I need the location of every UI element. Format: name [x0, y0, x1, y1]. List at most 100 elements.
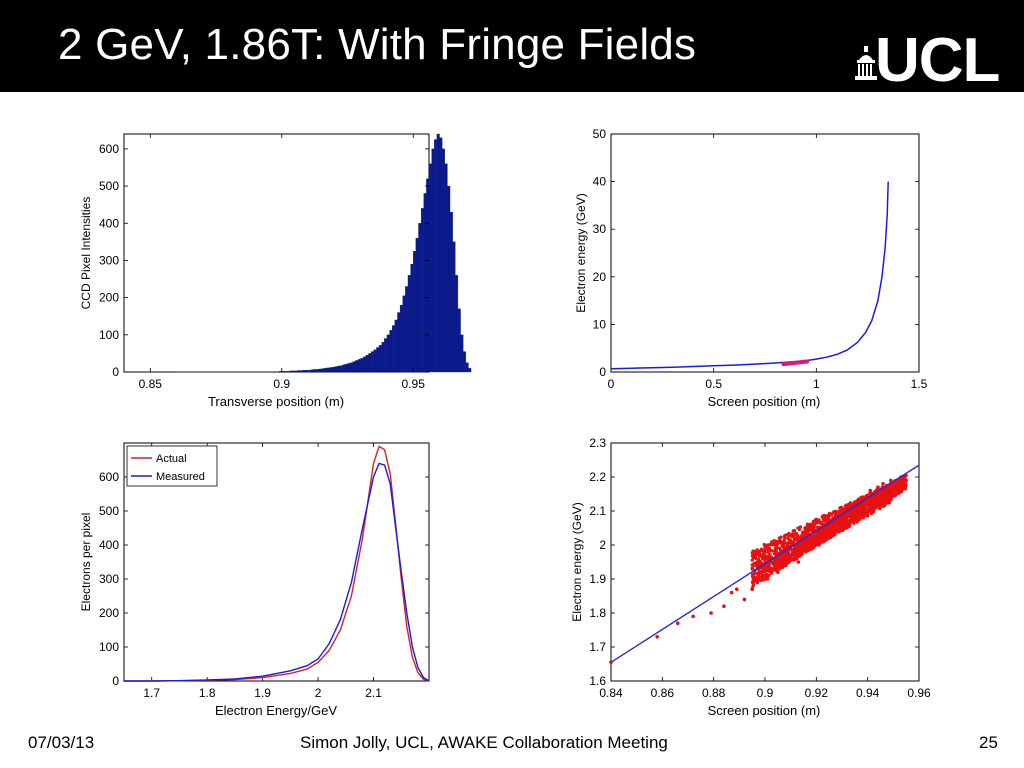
electrons-series [124, 445, 430, 682]
y-tick-label: 200 [99, 606, 119, 620]
scatter-point [813, 540, 817, 545]
scatter-point [861, 502, 865, 506]
scatter-point [798, 552, 802, 556]
scatter-point [754, 551, 758, 556]
scatter-point [775, 546, 780, 550]
scatter-point [864, 495, 869, 499]
plot-frame [610, 442, 920, 682]
scatter-point [856, 507, 860, 511]
scatter-point [769, 566, 773, 570]
scatter-point [856, 505, 860, 509]
scatter-point [857, 497, 861, 501]
scatter-point [824, 538, 828, 542]
scatter-point [800, 538, 804, 542]
scatter-point [775, 555, 779, 559]
histogram-bar [321, 368, 324, 373]
scatter-point [869, 501, 874, 505]
scatter-point [843, 526, 847, 530]
scatter-point [861, 496, 865, 500]
scatter-point [808, 522, 813, 526]
scatter-point [882, 499, 886, 503]
scatter-point [844, 525, 848, 529]
scatter-point [883, 486, 888, 491]
scatter-point [855, 515, 859, 519]
scatter-point [858, 498, 862, 503]
scatter-point [828, 535, 833, 539]
scatter-point [880, 503, 884, 507]
scatter-point [806, 541, 810, 545]
scatter-point [778, 561, 782, 565]
scatter-point [893, 494, 897, 498]
scatter-point [827, 514, 831, 518]
scatter-point [883, 498, 887, 502]
scatter-point [875, 489, 879, 494]
scatter-point [810, 537, 814, 541]
scatter-point [862, 503, 866, 507]
histogram-bar [318, 368, 322, 373]
scatter-point [809, 535, 813, 539]
scatter-point [837, 527, 841, 531]
scatter-point [807, 523, 812, 527]
scatter-point [789, 556, 793, 560]
scatter-point [881, 500, 885, 504]
scatter-point [756, 561, 761, 565]
scatter-point [833, 522, 837, 526]
scatter-point [855, 499, 860, 503]
scatter-point [755, 561, 759, 565]
histogram-bar [352, 361, 356, 373]
scatter-point [753, 575, 757, 579]
scatter-point [795, 537, 799, 541]
scatter-point [833, 529, 837, 533]
scatter-point [851, 520, 856, 524]
scatter-point [838, 520, 843, 524]
scatter-point [876, 496, 880, 500]
scatter-point [886, 495, 890, 499]
histogram-bar [460, 334, 464, 373]
histogram-bar [468, 368, 472, 373]
scatter-point [841, 518, 845, 522]
scatter-point [831, 521, 835, 525]
scatter-point [824, 534, 828, 539]
scatter-point [819, 521, 823, 526]
scatter-point [852, 507, 857, 511]
scatter-point [902, 474, 906, 479]
scatter-point [828, 520, 832, 524]
y-axis-label: Electron energy (GeV) [570, 502, 584, 621]
scatter-point [850, 516, 854, 520]
scatter-point [760, 571, 764, 575]
scatter-point [876, 485, 880, 490]
scatter-point [791, 556, 796, 561]
scatter-point [770, 541, 774, 546]
scatter-point [816, 541, 820, 545]
scatter-point [799, 553, 803, 557]
scatter-point [822, 519, 827, 523]
scatter-point [849, 513, 853, 517]
histogram-bar [371, 351, 374, 373]
scatter-point [784, 558, 788, 563]
scatter-point [784, 547, 788, 551]
scatter-point [816, 532, 820, 536]
scatter-point [851, 520, 855, 524]
scatter-point [742, 597, 747, 602]
scatter-point [760, 573, 765, 578]
scatter-point [858, 505, 862, 509]
scatter-point [795, 551, 799, 555]
scatter-point [826, 534, 830, 538]
x-tick-label: 0.88 [702, 686, 726, 700]
scatter-point [787, 558, 791, 562]
scatter-point [874, 491, 878, 496]
scatter-point [842, 524, 846, 528]
scatter-point [878, 503, 883, 507]
scatter-point [860, 495, 865, 500]
scatter-point [865, 498, 869, 502]
scatter-point [806, 537, 810, 541]
scatter-point [808, 533, 812, 537]
scatter-point [884, 485, 888, 489]
scatter-point [833, 525, 837, 529]
scatter-point [838, 514, 842, 518]
scatter-point [766, 565, 770, 569]
fit-line [610, 464, 920, 663]
scatter-point [836, 524, 840, 528]
scatter-point [889, 496, 893, 500]
scatter-point [807, 540, 811, 544]
